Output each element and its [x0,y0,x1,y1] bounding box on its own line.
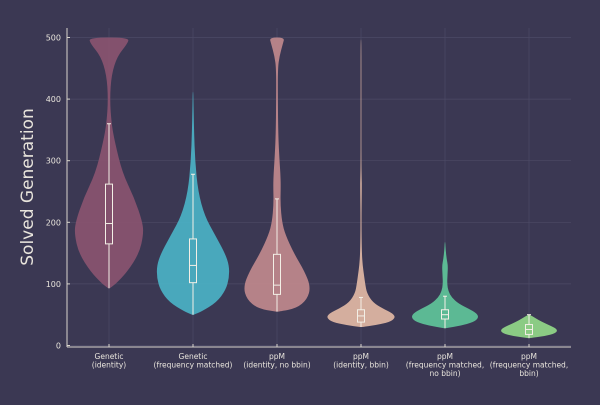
x-ticks: Genetic (identity) Genetic (frequency match… [92,344,568,378]
x-tick-label: ppM (identity, no bbin) [243,352,310,370]
box-iqr [189,238,197,284]
x-tick-label: ppM (frequency matched, no bbin) [406,352,484,378]
y-tick-label: 300 [46,157,61,166]
violin-group [74,37,144,289]
violin-body [501,314,557,339]
violin-body [412,242,478,329]
grid [67,28,571,347]
x-tick-label: Genetic (frequency matched) [154,352,233,370]
y-axis-label: Solved Generation [18,108,38,265]
violin-group [412,242,478,329]
axes [66,28,571,348]
y-tick-label: 200 [46,218,61,227]
violin-group [327,39,395,328]
violin-group [501,314,557,339]
violins [74,37,557,339]
x-tick-label: ppM (frequency matched, bbin) [490,352,568,378]
violin-body [244,37,310,312]
x-tick-label: ppM (identity, bbin) [333,352,389,370]
y-tick-label: 0 [56,342,61,351]
x-tick-label: Genetic (identity) [92,352,127,370]
violin-group [156,91,230,315]
box-iqr [273,253,281,295]
violin-group [244,37,310,312]
violin-body [327,39,395,328]
y-tick-label: 500 [46,34,61,43]
y-tick-label: 100 [46,280,61,289]
y-tick-label: 400 [46,95,61,104]
y-ticks: 0 100 200 300 400 500 [46,34,70,351]
box-iqr [105,183,113,245]
